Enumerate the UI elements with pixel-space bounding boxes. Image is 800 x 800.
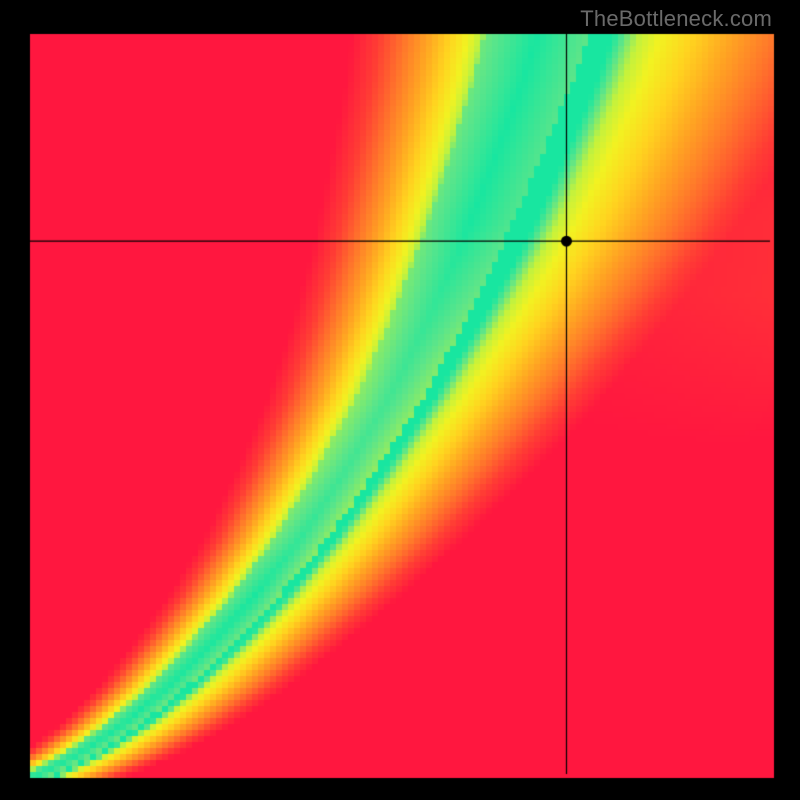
- watermark-text: TheBottleneck.com: [580, 6, 772, 32]
- bottleneck-heatmap: [0, 0, 800, 800]
